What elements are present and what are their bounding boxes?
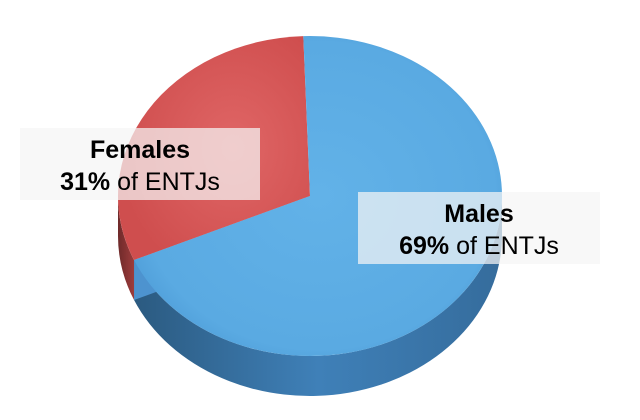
males-slice-side: [134, 196, 503, 397]
slice-name-females: Females: [89, 136, 191, 164]
slice-percent-females: 31%: [60, 168, 111, 196]
slice-label-males: Males 69% of ENTJs: [358, 192, 600, 264]
slice-suffix-males: of ENTJs: [456, 232, 559, 260]
slice-percent-males: 69%: [399, 232, 450, 260]
slice-label-females: Females 31% of ENTJs: [20, 128, 260, 200]
slice-name-males: Males: [444, 200, 514, 228]
slice-suffix-females: of ENTJs: [117, 168, 220, 196]
females-slice-side: [118, 196, 135, 301]
males-slice: [134, 36, 502, 357]
